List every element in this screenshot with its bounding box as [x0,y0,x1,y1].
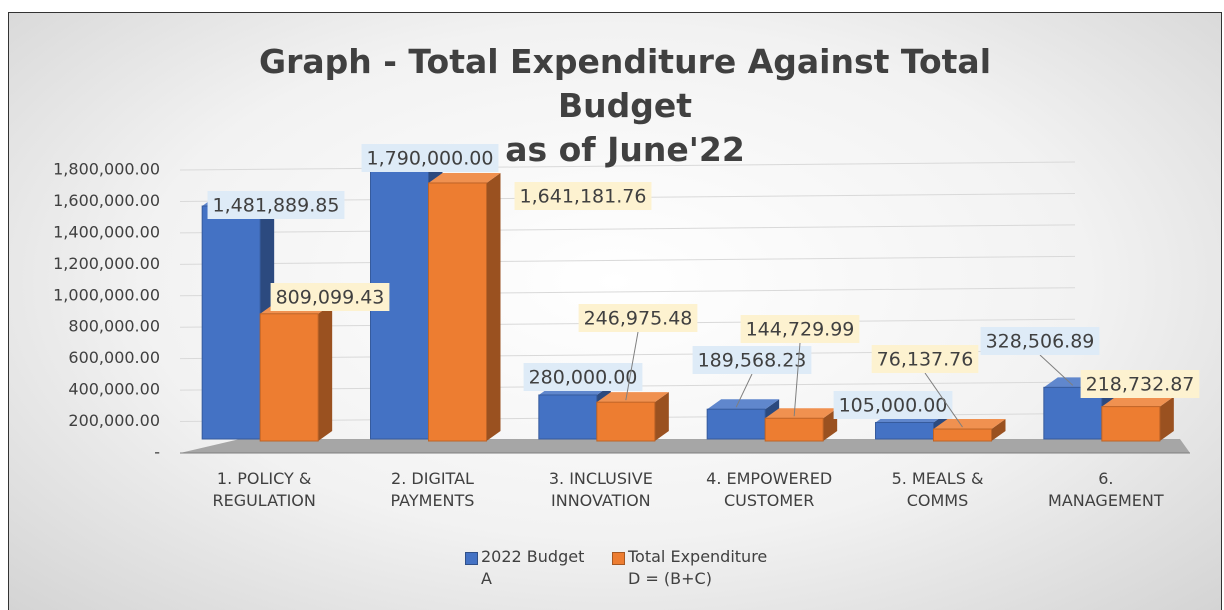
bar [201,205,261,440]
data-label-box [207,191,345,219]
grid-line [179,161,1076,171]
y-tick-label: 1,600,000.00 [53,191,160,210]
leader-line [793,342,801,417]
data-label: 809,099.43 [276,287,385,309]
data-label: 144,729.99 [746,319,855,341]
bar-side [486,172,501,441]
y-tick-label: 200,000.00 [68,411,160,430]
bar-side [318,303,333,441]
chart-title: Graph - Total Expenditure Against Total … [258,42,992,169]
bar [1101,406,1161,442]
bar [538,394,598,440]
bar-top [765,408,838,419]
data-label-box [270,283,390,311]
y-tick-label: 800,000.00 [68,317,160,336]
x-tick-label: 3. INCLUSIVE INNOVATION [548,469,653,510]
data-label: 280,000.00 [529,367,638,389]
legend-label: 2022 Budget A [481,547,585,588]
leader-line [1039,354,1074,386]
y-tick-label: - [154,443,160,462]
bar-side [991,419,1006,441]
x-tick-label: 1. POLICY & REGULATION [212,469,316,510]
y-tick-label: 600,000.00 [68,348,160,367]
legend-swatch [465,552,478,565]
data-label-box [980,327,1100,355]
y-tick-label: 1,000,000.00 [53,285,160,304]
bar [259,313,319,442]
legend-swatch [612,552,625,565]
bar-side [654,392,669,441]
bar-top [596,392,669,403]
y-tick-label: 1,200,000.00 [53,254,160,273]
data-label-box [514,182,652,210]
bar-top [707,399,780,410]
bar-side [1159,396,1174,441]
data-label-box [740,315,860,343]
legend-label: Total Expenditure D = (B+C) [628,547,768,588]
bar [764,417,824,442]
leader-line [735,373,753,408]
leader-line [625,331,639,401]
data-label-box [871,345,979,373]
data-label-box [833,391,953,419]
x-tick-label: 5. MEALS & COMMS [891,469,984,510]
data-label: 1,790,000.00 [367,148,494,170]
data-label-box [1080,370,1200,398]
grid-line [179,224,1076,234]
data-label: 218,732.87 [1086,374,1195,396]
data-label-box [692,346,812,374]
bar [706,408,766,440]
data-label: 76,137.76 [877,349,974,371]
data-label: 246,975.48 [584,308,693,330]
x-tick-label: 6. MANAGEMENT [1048,469,1164,510]
bar [596,401,656,442]
y-tick-label: 1,400,000.00 [53,222,160,241]
bar-top [428,172,501,183]
y-tick-label: 400,000.00 [68,380,160,399]
bar-top [1101,396,1174,407]
bar [875,421,934,440]
data-label-box [361,144,499,172]
grid-line [179,255,1076,265]
data-label: 1,641,181.76 [520,186,647,208]
leader-line [924,372,963,428]
y-tick-label: 1,800,000.00 [53,160,160,179]
data-label: 1,481,889.85 [213,195,340,217]
bar [933,428,992,442]
data-label-box [523,363,643,391]
bar [428,182,487,442]
data-label-box [578,304,698,332]
floor [180,439,1190,453]
data-label: 105,000.00 [839,395,948,417]
bar-top [933,419,1006,430]
data-label: 328,506.89 [986,331,1095,353]
x-tick-label: 2. DIGITAL PAYMENTS [390,469,475,510]
data-label: 189,568.23 [698,350,807,372]
x-tick-label: 4. EMPOWERED CUSTOMER [706,469,833,510]
